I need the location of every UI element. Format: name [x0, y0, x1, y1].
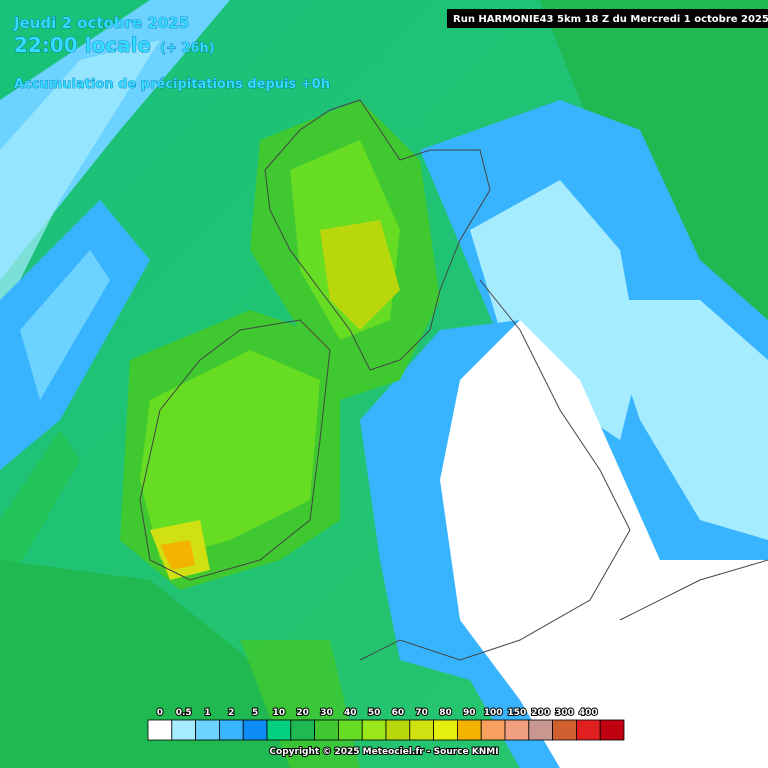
legend-swatch	[266, 719, 292, 741]
legend-label: 2	[228, 708, 234, 718]
legend-swatch	[337, 719, 363, 741]
legend-swatch	[480, 719, 506, 741]
legend-label: 50	[368, 708, 381, 718]
forecast-offset: (+ 26h)	[160, 41, 215, 56]
legend-label: 150	[508, 708, 527, 718]
parameter-title: Accumulation de précipitations depuis +0…	[14, 77, 330, 92]
copyright: Copyright © 2025 Meteociel.fr - Source K…	[269, 747, 498, 757]
legend-label: 30	[320, 708, 333, 718]
legend-swatch	[290, 719, 315, 741]
legend-swatch	[576, 719, 601, 741]
legend-swatch	[195, 719, 220, 741]
legend-swatch	[171, 719, 197, 741]
legend-swatch	[409, 719, 434, 741]
legend-label: 70	[415, 708, 428, 718]
forecast-time: 22:00 locale	[14, 33, 151, 57]
legend-label: 1	[204, 708, 210, 718]
legend-swatch	[218, 719, 244, 741]
legend-label: 200	[531, 708, 550, 718]
forecast-date: Jeudi 2 octobre 2025	[13, 14, 189, 32]
legend-swatch	[147, 719, 173, 741]
legend-swatch	[456, 719, 482, 741]
legend-label: 0.5	[176, 708, 192, 718]
legend-label: 100	[484, 708, 503, 718]
legend-swatch	[599, 719, 625, 741]
legend-label: 80	[439, 708, 452, 718]
legend-label: 40	[344, 708, 357, 718]
legend-swatch	[314, 719, 339, 741]
legend-swatch	[433, 719, 458, 741]
legend: 0 0.5 1 2 5 10 20 30 40 50 60 70 80 90 100 150 200 300 400	[147, 707, 625, 741]
legend-label: 0	[157, 708, 163, 718]
run-banner	[447, 9, 768, 28]
legend-label: 300	[555, 708, 574, 718]
legend-swatch	[552, 719, 577, 741]
legend-label: 20	[296, 708, 309, 718]
legend-swatch	[528, 719, 553, 741]
legend-label: 400	[579, 708, 598, 718]
legend-swatch	[504, 719, 530, 741]
legend-swatch	[361, 719, 387, 741]
coastlines	[139, 99, 768, 661]
run-info: Run HARMONIE43 5km 18 Z du Mercredi 1 oc…	[453, 14, 768, 25]
legend-label: 10	[273, 708, 286, 718]
legend-label: 90	[463, 708, 476, 718]
legend-label: 60	[392, 708, 405, 718]
legend-swatch	[385, 719, 411, 741]
legend-label: 5	[252, 708, 258, 718]
legend-swatch	[242, 719, 268, 741]
